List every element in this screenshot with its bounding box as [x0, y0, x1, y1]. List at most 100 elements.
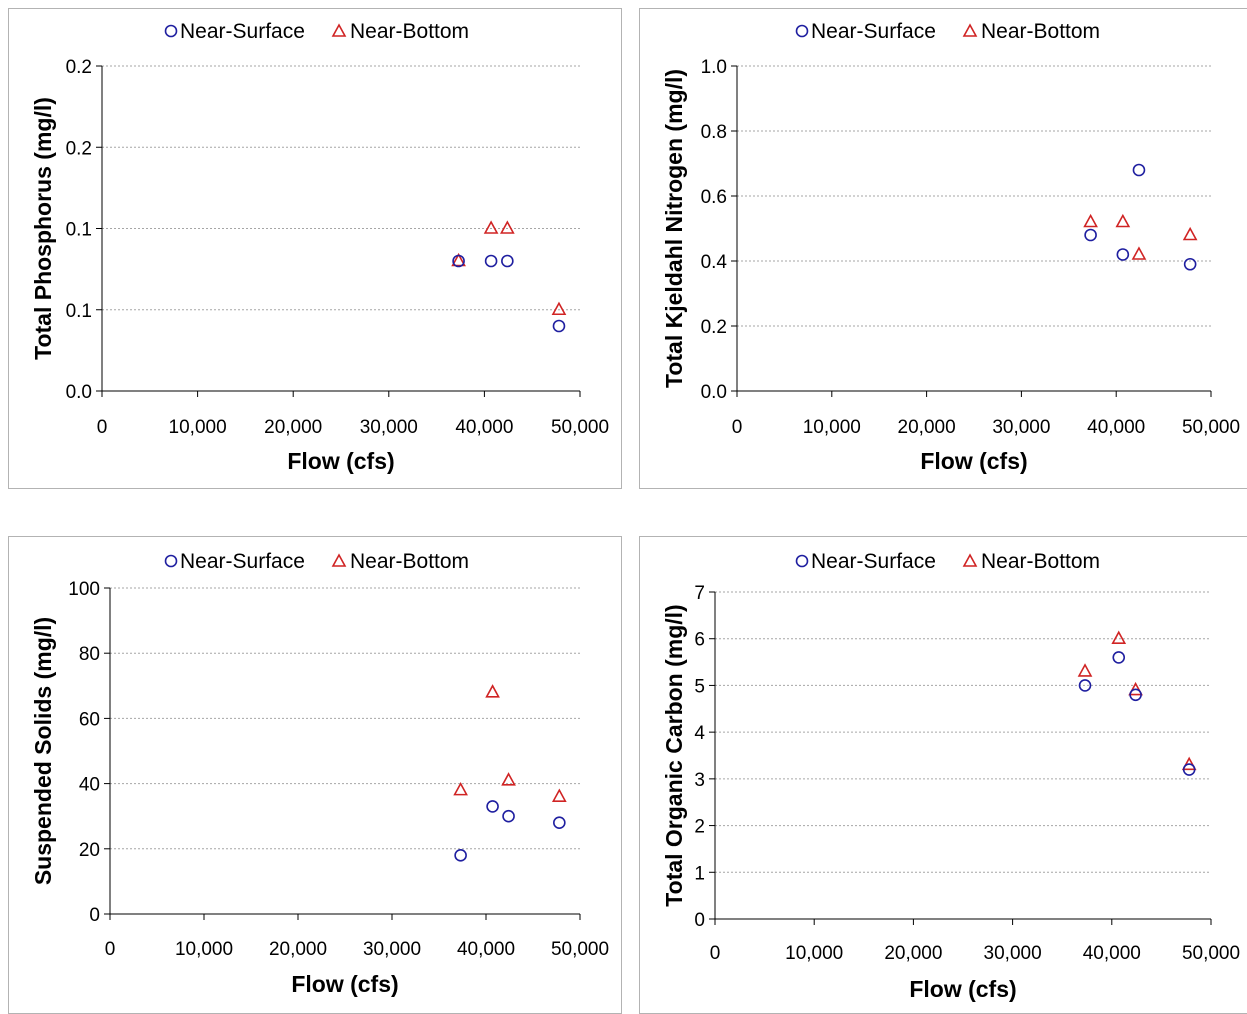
data-point-near-bottom — [451, 252, 466, 267]
chart-svg: 0.0 0.1 0.1 0.2 0.2 0 10,000 20,000 30,000 40,000… — [30, 20, 609, 474]
y-tick-label: 0 — [694, 910, 705, 931]
x-tick-label: 20,000 — [884, 943, 942, 964]
legend: Near-Surface Near-Bottom — [164, 20, 469, 43]
data-point-near-bottom — [499, 220, 515, 234]
y-axis-title: Total Kjeldahl Nitrogen (mg/l) — [661, 69, 687, 388]
x-tick-label: 20,000 — [264, 417, 322, 438]
data-point-near-surface — [552, 319, 566, 333]
data-point-near-bottom — [551, 301, 567, 316]
data-point-near-bottom — [1115, 213, 1131, 228]
x-tick-label: 50,000 — [551, 939, 609, 960]
chart-svg: 0 1 2 3 4 5 6 7 0 10,000 20,000 30,000 40,000 50,000 F… — [661, 550, 1240, 1002]
y-tick-label: 20 — [79, 840, 100, 861]
x-tick-label: 20,000 — [898, 417, 956, 438]
legend-near-bottom-marker — [962, 23, 978, 37]
y-tick-label: 7 — [694, 583, 705, 604]
data-point-near-surface — [1129, 688, 1142, 702]
chart-panel-total-kjeldahl-nitrogen: 0.0 0.2 0.4 0.6 0.8 1.0 0 10,000 20,000 30,000 40,… — [639, 8, 1247, 489]
legend-near-surface-label: Near-Surface — [180, 550, 305, 573]
x-axis-title: Flow (cfs) — [909, 976, 1016, 1002]
chart-svg: 0 20 40 60 80 100 0 10,000 20,000 30,000 40,000 50,… — [30, 550, 609, 997]
data-point-near-bottom — [1128, 681, 1143, 696]
x-tick-label: 0 — [710, 943, 721, 964]
y-tick-label: 100 — [68, 579, 100, 600]
y-tick-label: 0.2 — [66, 57, 92, 78]
legend-near-surface-marker — [795, 24, 809, 38]
x-tick-label: 10,000 — [803, 417, 861, 438]
data-point-near-bottom — [453, 781, 468, 796]
data-point-near-bottom — [1077, 663, 1093, 677]
legend-near-surface-marker — [795, 554, 809, 568]
data-point-near-surface — [501, 254, 514, 268]
legend-near-surface-label: Near-Surface — [811, 550, 936, 573]
x-tick-label: 30,000 — [363, 939, 421, 960]
legend-near-bottom-label: Near-Bottom — [350, 20, 469, 43]
x-tick-label: 40,000 — [1087, 417, 1145, 438]
data-point-near-surface — [553, 816, 566, 830]
y-tick-label: 0.1 — [66, 220, 92, 241]
legend-near-bottom-marker — [331, 553, 347, 567]
y-tick-label: 6 — [694, 630, 705, 651]
y-tick-label: 1.0 — [701, 57, 727, 78]
chart-panel-total-phosphorus: 0.0 0.1 0.1 0.2 0.2 0 10,000 20,000 30,000 40,000… — [8, 8, 622, 489]
data-point-near-bottom — [1111, 630, 1127, 645]
x-tick-label: 10,000 — [785, 943, 843, 964]
data-point-near-surface — [1183, 257, 1197, 271]
chart-panel-total-organic-carbon: 0 1 2 3 4 5 6 7 0 10,000 20,000 30,000 40,000 50,000 F… — [639, 536, 1247, 1014]
x-tick-label: 0 — [732, 417, 743, 438]
y-tick-label: 0.8 — [701, 122, 727, 143]
y-axis-title: Total Phosphorus (mg/l) — [30, 97, 56, 360]
chart-svg: 0.0 0.2 0.4 0.6 0.8 1.0 0 10,000 20,000 30,000 40,… — [661, 20, 1240, 474]
x-tick-label: 30,000 — [992, 417, 1050, 438]
x-tick-label: 10,000 — [175, 939, 233, 960]
y-tick-label: 0 — [89, 905, 100, 926]
data-point-near-bottom — [483, 220, 499, 234]
x-tick-label: 10,000 — [169, 417, 227, 438]
data-point-near-bottom — [501, 772, 516, 786]
x-axis-title: Flow (cfs) — [920, 448, 1027, 474]
data-point-near-bottom — [1083, 213, 1098, 228]
data-point-near-surface — [486, 800, 499, 813]
legend-near-bottom-marker — [962, 553, 978, 567]
legend: Near-Surface Near-Bottom — [164, 550, 469, 573]
data-point-near-surface — [1116, 248, 1130, 261]
data-point-near-bottom — [1131, 246, 1147, 260]
y-tick-label: 60 — [79, 709, 100, 730]
legend-near-surface-marker — [164, 554, 178, 568]
data-point-near-surface — [1078, 679, 1092, 692]
x-axis-title: Flow (cfs) — [291, 971, 398, 997]
y-tick-label: 0.0 — [66, 382, 92, 403]
y-tick-label: 2 — [694, 817, 705, 838]
y-tick-label: 5 — [694, 676, 705, 697]
data-point-near-surface — [1084, 228, 1097, 242]
x-tick-label: 50,000 — [1182, 943, 1240, 964]
legend-near-surface-label: Near-Surface — [811, 20, 936, 43]
y-tick-label: 0.4 — [701, 252, 728, 273]
data-point-near-bottom — [485, 684, 500, 698]
data-point-near-surface — [1112, 651, 1126, 664]
legend-near-bottom-label: Near-Bottom — [981, 550, 1100, 573]
x-tick-label: 40,000 — [457, 939, 515, 960]
legend-near-bottom-marker — [331, 23, 347, 37]
legend-near-bottom-label: Near-Bottom — [350, 550, 469, 573]
x-tick-label: 30,000 — [984, 943, 1042, 964]
data-point-near-bottom — [1182, 226, 1198, 241]
x-tick-label: 50,000 — [551, 417, 609, 438]
x-tick-label: 40,000 — [1083, 943, 1141, 964]
y-tick-label: 0.2 — [701, 317, 727, 338]
data-point-near-surface — [484, 254, 498, 268]
y-tick-label: 4 — [694, 723, 705, 744]
data-point-near-surface — [502, 809, 515, 823]
y-tick-label: 1 — [694, 863, 705, 884]
x-tick-label: 40,000 — [455, 417, 513, 438]
y-tick-label: 0.1 — [66, 301, 92, 322]
data-point-near-surface — [1182, 763, 1196, 776]
x-tick-label: 0 — [97, 417, 108, 438]
y-tick-label: 3 — [694, 770, 705, 791]
y-axis-title: Suspended Solids (mg/l) — [30, 617, 56, 885]
y-tick-label: 0.2 — [66, 138, 92, 159]
y-tick-label: 80 — [79, 644, 100, 665]
x-axis-title: Flow (cfs) — [287, 448, 394, 474]
legend-near-surface-marker — [164, 24, 178, 38]
y-axis-title: Total Organic Carbon (mg/l) — [661, 604, 687, 906]
